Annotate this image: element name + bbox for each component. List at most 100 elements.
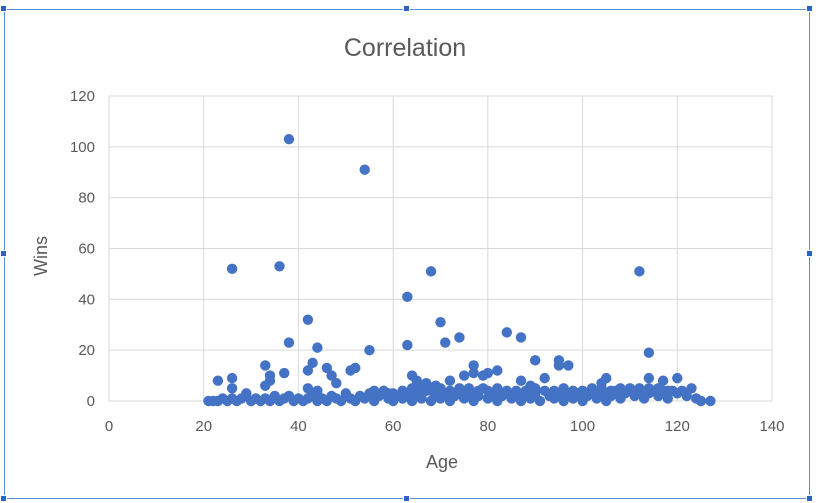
scatter-chart: Correlation 0 20 40 60 80 100 120 0 20 40 60 80 100… bbox=[31, 34, 785, 472]
data-point bbox=[283, 337, 295, 348]
data-point bbox=[615, 383, 626, 394]
data-point bbox=[425, 385, 437, 397]
data-point bbox=[454, 332, 465, 343]
x-tick-label: 60 bbox=[385, 418, 402, 435]
data-point bbox=[335, 395, 347, 407]
data-point bbox=[686, 383, 697, 394]
data-point bbox=[326, 370, 337, 381]
resize-handle-middle-right[interactable] bbox=[806, 250, 813, 257]
resize-handle-bottom-left[interactable] bbox=[0, 495, 7, 502]
data-point bbox=[435, 317, 446, 328]
data-point bbox=[515, 375, 527, 386]
x-tick-label: 0 bbox=[105, 418, 113, 435]
data-point bbox=[511, 385, 522, 397]
data-point bbox=[350, 362, 361, 374]
data-point bbox=[307, 357, 318, 369]
y-tick-label: 40 bbox=[78, 291, 95, 308]
data-point bbox=[596, 383, 607, 394]
data-point bbox=[567, 385, 579, 397]
y-axis-title: Wins bbox=[31, 236, 51, 276]
data-point bbox=[321, 362, 333, 374]
x-tick-label: 80 bbox=[480, 418, 497, 435]
resize-handle-bottom-right[interactable] bbox=[806, 495, 813, 502]
data-point bbox=[468, 360, 479, 371]
data-point bbox=[397, 385, 408, 397]
data-point bbox=[553, 360, 565, 371]
data-point bbox=[312, 342, 323, 353]
data-points bbox=[203, 134, 716, 407]
data-point bbox=[331, 378, 342, 389]
data-point bbox=[605, 385, 617, 397]
data-point bbox=[473, 385, 484, 397]
data-point bbox=[662, 393, 674, 404]
y-tick-label: 20 bbox=[78, 342, 95, 359]
resize-handle-middle-left[interactable] bbox=[0, 250, 7, 257]
data-point bbox=[492, 365, 503, 376]
data-point bbox=[705, 395, 716, 407]
data-point bbox=[226, 263, 238, 275]
data-point bbox=[577, 385, 588, 397]
chart-title: Correlation bbox=[344, 34, 466, 62]
data-point bbox=[624, 385, 636, 397]
data-point bbox=[435, 383, 446, 394]
data-point bbox=[672, 372, 683, 384]
y-tick-label: 100 bbox=[70, 139, 95, 156]
data-point bbox=[662, 385, 674, 397]
resize-handle-bottom-center[interactable] bbox=[403, 495, 410, 502]
x-tick-label: 140 bbox=[759, 418, 784, 435]
data-point bbox=[477, 370, 489, 381]
data-point bbox=[653, 383, 664, 394]
data-point bbox=[657, 375, 669, 386]
resize-handle-top-center[interactable] bbox=[403, 5, 410, 12]
data-point bbox=[468, 367, 479, 379]
data-point bbox=[563, 360, 574, 371]
data-point bbox=[226, 372, 238, 384]
data-point bbox=[548, 385, 560, 397]
data-point bbox=[558, 383, 569, 394]
data-point bbox=[681, 390, 692, 402]
data-point bbox=[492, 383, 503, 394]
data-point bbox=[416, 385, 427, 397]
data-point bbox=[260, 360, 271, 371]
data-point bbox=[463, 383, 475, 394]
data-point bbox=[515, 332, 527, 343]
data-point bbox=[482, 385, 494, 397]
data-point bbox=[539, 372, 550, 384]
data-point bbox=[530, 383, 541, 394]
data-point bbox=[212, 375, 224, 386]
data-point bbox=[444, 375, 456, 386]
y-tick-label: 0 bbox=[87, 393, 95, 410]
y-tick-label: 60 bbox=[78, 241, 95, 258]
data-point bbox=[425, 266, 437, 277]
data-point bbox=[279, 367, 290, 379]
data-point bbox=[501, 327, 512, 338]
data-point bbox=[364, 344, 375, 356]
data-point bbox=[458, 370, 470, 381]
data-point bbox=[226, 383, 238, 394]
data-point bbox=[643, 347, 655, 358]
data-point bbox=[387, 388, 399, 399]
x-tick-label: 100 bbox=[570, 418, 595, 435]
chart-area[interactable]: Correlation 0 20 40 60 80 100 120 0 20 40 60 80 100… bbox=[4, 9, 810, 499]
data-point bbox=[643, 372, 655, 384]
data-point bbox=[634, 266, 645, 277]
x-axis-ticks: 0 20 40 60 80 100 120 140 bbox=[105, 418, 785, 435]
data-point bbox=[274, 261, 285, 272]
resize-handle-top-right[interactable] bbox=[806, 5, 813, 12]
data-point bbox=[302, 383, 314, 394]
data-point bbox=[643, 383, 655, 394]
data-point bbox=[406, 383, 418, 394]
data-point bbox=[586, 383, 598, 394]
data-point bbox=[378, 385, 389, 397]
data-point bbox=[283, 134, 295, 145]
gridlines bbox=[108, 95, 773, 402]
data-point bbox=[634, 383, 645, 394]
data-point bbox=[359, 164, 370, 175]
data-point bbox=[520, 385, 531, 397]
data-point bbox=[369, 385, 380, 397]
x-axis-title: Age bbox=[426, 452, 458, 472]
data-point bbox=[402, 291, 413, 302]
data-point bbox=[534, 395, 546, 407]
resize-handle-top-left[interactable] bbox=[0, 5, 7, 12]
data-point bbox=[241, 388, 252, 399]
